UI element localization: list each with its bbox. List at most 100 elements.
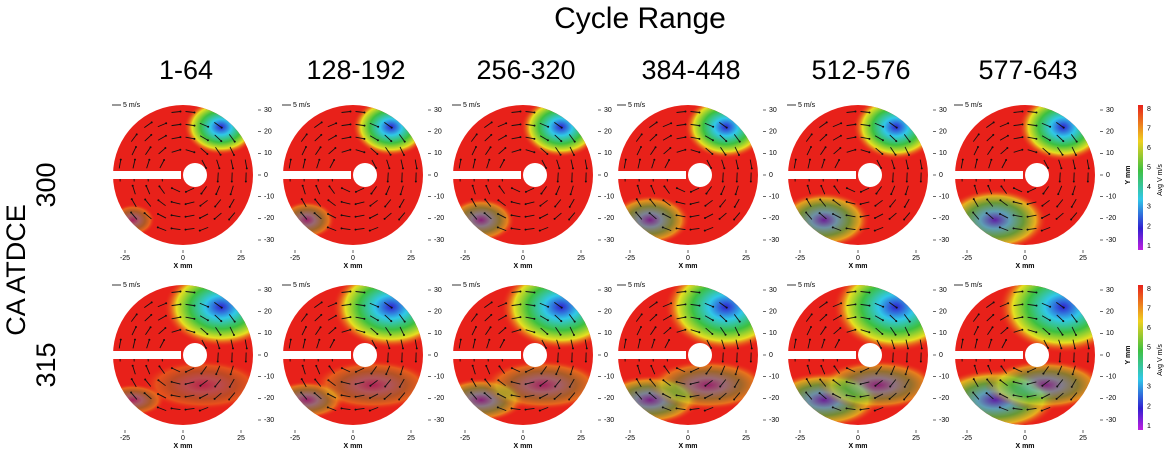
vector-arrow	[458, 339, 462, 349]
y-tick-label: 20	[264, 309, 272, 316]
arrow-head	[199, 384, 202, 387]
vector-arrow	[341, 291, 351, 293]
arrow-head	[998, 406, 1001, 409]
vector-arrow	[200, 147, 208, 155]
vector-arrow	[874, 226, 884, 232]
y-tick-label: -30	[769, 237, 779, 244]
vector-arrow	[185, 381, 195, 385]
arrow-head	[987, 364, 990, 367]
vector-arrow	[904, 146, 910, 156]
vector-arrow	[230, 365, 234, 375]
vector-arrow	[676, 136, 686, 140]
arrow-head	[349, 148, 352, 151]
vector-arrow	[400, 365, 404, 375]
vector-arrow	[690, 214, 700, 218]
arrow-head	[245, 347, 248, 350]
vector-arrow	[636, 326, 642, 336]
vector-arrow	[399, 198, 405, 208]
vector-arrow	[875, 327, 883, 335]
arrow-head	[823, 158, 826, 161]
arrow-head	[839, 314, 842, 317]
arrow-head	[193, 291, 196, 294]
vector-arrow	[497, 213, 507, 219]
vector-arrow	[832, 315, 842, 321]
arrow-head	[368, 409, 371, 412]
vector-arrow	[999, 213, 1009, 219]
arrow-head	[1040, 217, 1043, 220]
arrow-head	[1074, 154, 1077, 157]
arrow-head	[558, 167, 561, 170]
vector-arrow	[497, 315, 507, 321]
vector-arrow	[905, 365, 909, 375]
vector-arrow	[1013, 214, 1023, 218]
vector-arrow	[214, 134, 222, 142]
vector-arrow	[497, 302, 507, 308]
y-tick-label: 30	[1106, 287, 1114, 294]
x-tick-label: 25	[912, 255, 920, 262]
vector-arrow	[904, 198, 910, 208]
vector-arrow	[860, 136, 870, 140]
vector-arrow	[649, 379, 657, 387]
arrow-head	[388, 167, 391, 170]
vector-arrow	[327, 135, 337, 141]
vector-arrow	[540, 199, 548, 207]
vector-arrow	[637, 185, 641, 195]
vector-arrow	[832, 213, 842, 219]
arrow-head	[150, 133, 153, 136]
vector-arrow	[876, 186, 882, 194]
arrow-head	[510, 187, 513, 190]
arrow-head	[319, 326, 322, 329]
colorbar-tick-label: 5	[1147, 165, 1151, 172]
scale-label: 5 m/s	[798, 282, 816, 289]
arrow-head	[504, 134, 507, 137]
vector-arrow	[805, 134, 813, 142]
arrow-head	[363, 151, 366, 154]
arrow-head	[228, 218, 231, 221]
arrow-head	[859, 383, 862, 386]
arrow-head	[839, 327, 842, 330]
colorbar-tick-label: 6	[1147, 325, 1151, 332]
vector-arrow	[228, 392, 236, 400]
arrow-head	[818, 392, 821, 395]
arrow-head	[845, 380, 848, 383]
vector-arrow	[734, 146, 740, 156]
vector-arrow	[385, 185, 391, 195]
arrow-head	[640, 133, 643, 136]
arrow-head	[889, 205, 892, 208]
arrow-head	[977, 313, 980, 316]
arrow-head	[130, 198, 133, 201]
arrow-head	[193, 137, 196, 140]
vector-arrow	[649, 392, 657, 400]
vector-arrow	[1057, 327, 1063, 335]
arrow-head	[845, 200, 848, 203]
arrow-head	[655, 133, 658, 136]
arrow-head	[750, 347, 753, 350]
vector-arrow	[874, 315, 884, 321]
vector-arrow	[705, 327, 713, 335]
arrow-head	[349, 136, 352, 139]
arrow-head	[998, 212, 1001, 215]
arrow-head	[555, 193, 558, 196]
arrow-head	[725, 306, 728, 309]
arrow-head	[539, 204, 542, 207]
vector-arrow	[157, 406, 167, 412]
vector-arrow	[793, 339, 797, 349]
x-tick-label: 0	[181, 255, 185, 262]
vector-arrow	[215, 147, 221, 155]
probe-slot	[953, 351, 1023, 359]
x-tick-label: 0	[351, 255, 355, 262]
arrow-head	[320, 313, 323, 316]
vector-arrow	[890, 365, 896, 375]
vector-arrow	[171, 316, 181, 320]
vector-arrow	[158, 147, 166, 155]
vector-arrow	[974, 185, 978, 195]
vector-arrow	[144, 212, 152, 220]
probe-hole	[1025, 163, 1049, 187]
arrow-head	[245, 167, 248, 170]
vector-arrow	[484, 302, 492, 308]
arrow-head	[328, 185, 331, 188]
arrow-head	[737, 154, 740, 157]
vector-arrow	[171, 407, 181, 411]
arrow-head	[907, 334, 910, 337]
probe-slot	[281, 351, 351, 359]
